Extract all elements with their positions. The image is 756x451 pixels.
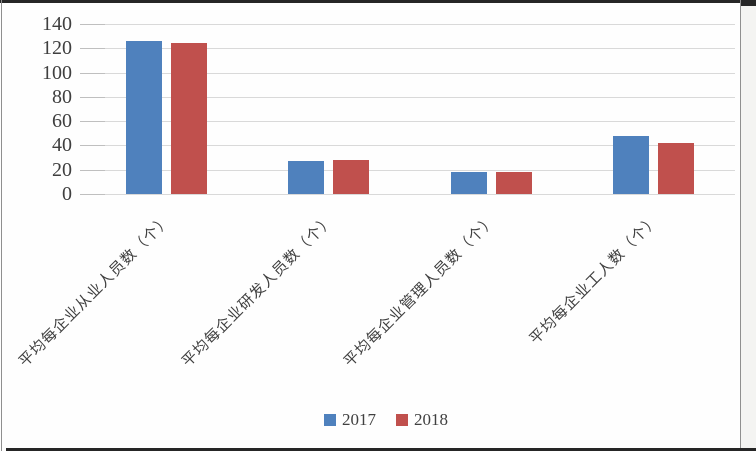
frame-left-line (1, 0, 2, 451)
bar-2018-category-2 (333, 160, 370, 194)
x-category-label: 平均每企业研发人员数（个） (179, 211, 338, 371)
x-category-label: 平均每企业工人数（个） (526, 211, 663, 348)
legend-item-2018: 2018 (396, 410, 448, 430)
y-tick-label: 140 (42, 13, 72, 35)
frame-right-line (740, 0, 741, 451)
gridline-120 (85, 48, 735, 50)
y-axis-tick-40 (80, 145, 105, 147)
bar-2017-category-4 (613, 135, 650, 194)
gridline-20 (85, 169, 735, 171)
y-tick-label: 0 (62, 183, 72, 205)
y-axis-tick-20 (80, 169, 105, 171)
y-axis-tick-60 (80, 121, 105, 123)
gridline-60 (85, 121, 735, 123)
y-axis-tick-100 (80, 72, 105, 74)
y-axis-tick-120 (80, 48, 105, 50)
gridline-40 (85, 145, 735, 147)
x-category-label: 平均每企业从业人员数（个） (16, 211, 175, 371)
x-category-label: 平均每企业管理人员数（个） (341, 211, 500, 371)
frame-right-margin (741, 0, 756, 451)
gridline-0 (85, 194, 735, 195)
bar-2017-category-1 (125, 41, 162, 194)
y-tick-label: 100 (42, 61, 72, 84)
bar-2018-category-4 (658, 143, 695, 194)
frame-top-border (0, 0, 756, 3)
gridline-80 (85, 96, 735, 98)
legend-swatch-2017 (324, 414, 336, 426)
gridline-140 (85, 24, 735, 25)
y-tick-label: 60 (52, 110, 72, 133)
bar-2018-category-3 (495, 172, 532, 194)
legend: 2017 2018 (16, 409, 756, 431)
frame-corner-notch (741, 0, 756, 6)
y-tick-label: 120 (42, 37, 72, 60)
gridline-100 (85, 72, 735, 74)
bar-2017-category-3 (450, 172, 487, 194)
y-tick-label: 20 (52, 158, 72, 181)
bar-2018-category-1 (170, 43, 207, 194)
y-tick-label: 40 (52, 134, 72, 157)
frame-bottom-border (6, 448, 756, 451)
y-tick-label: 80 (52, 85, 72, 108)
y-axis-tick-80 (80, 96, 105, 98)
bar-2017-category-2 (288, 161, 325, 194)
legend-label: 2017 (342, 410, 376, 429)
legend-label: 2018 (414, 410, 448, 429)
legend-item-2017: 2017 (324, 410, 376, 430)
legend-swatch-2018 (396, 414, 408, 426)
y-axis-tick-0 (80, 194, 105, 195)
y-axis-tick-140 (80, 24, 105, 25)
